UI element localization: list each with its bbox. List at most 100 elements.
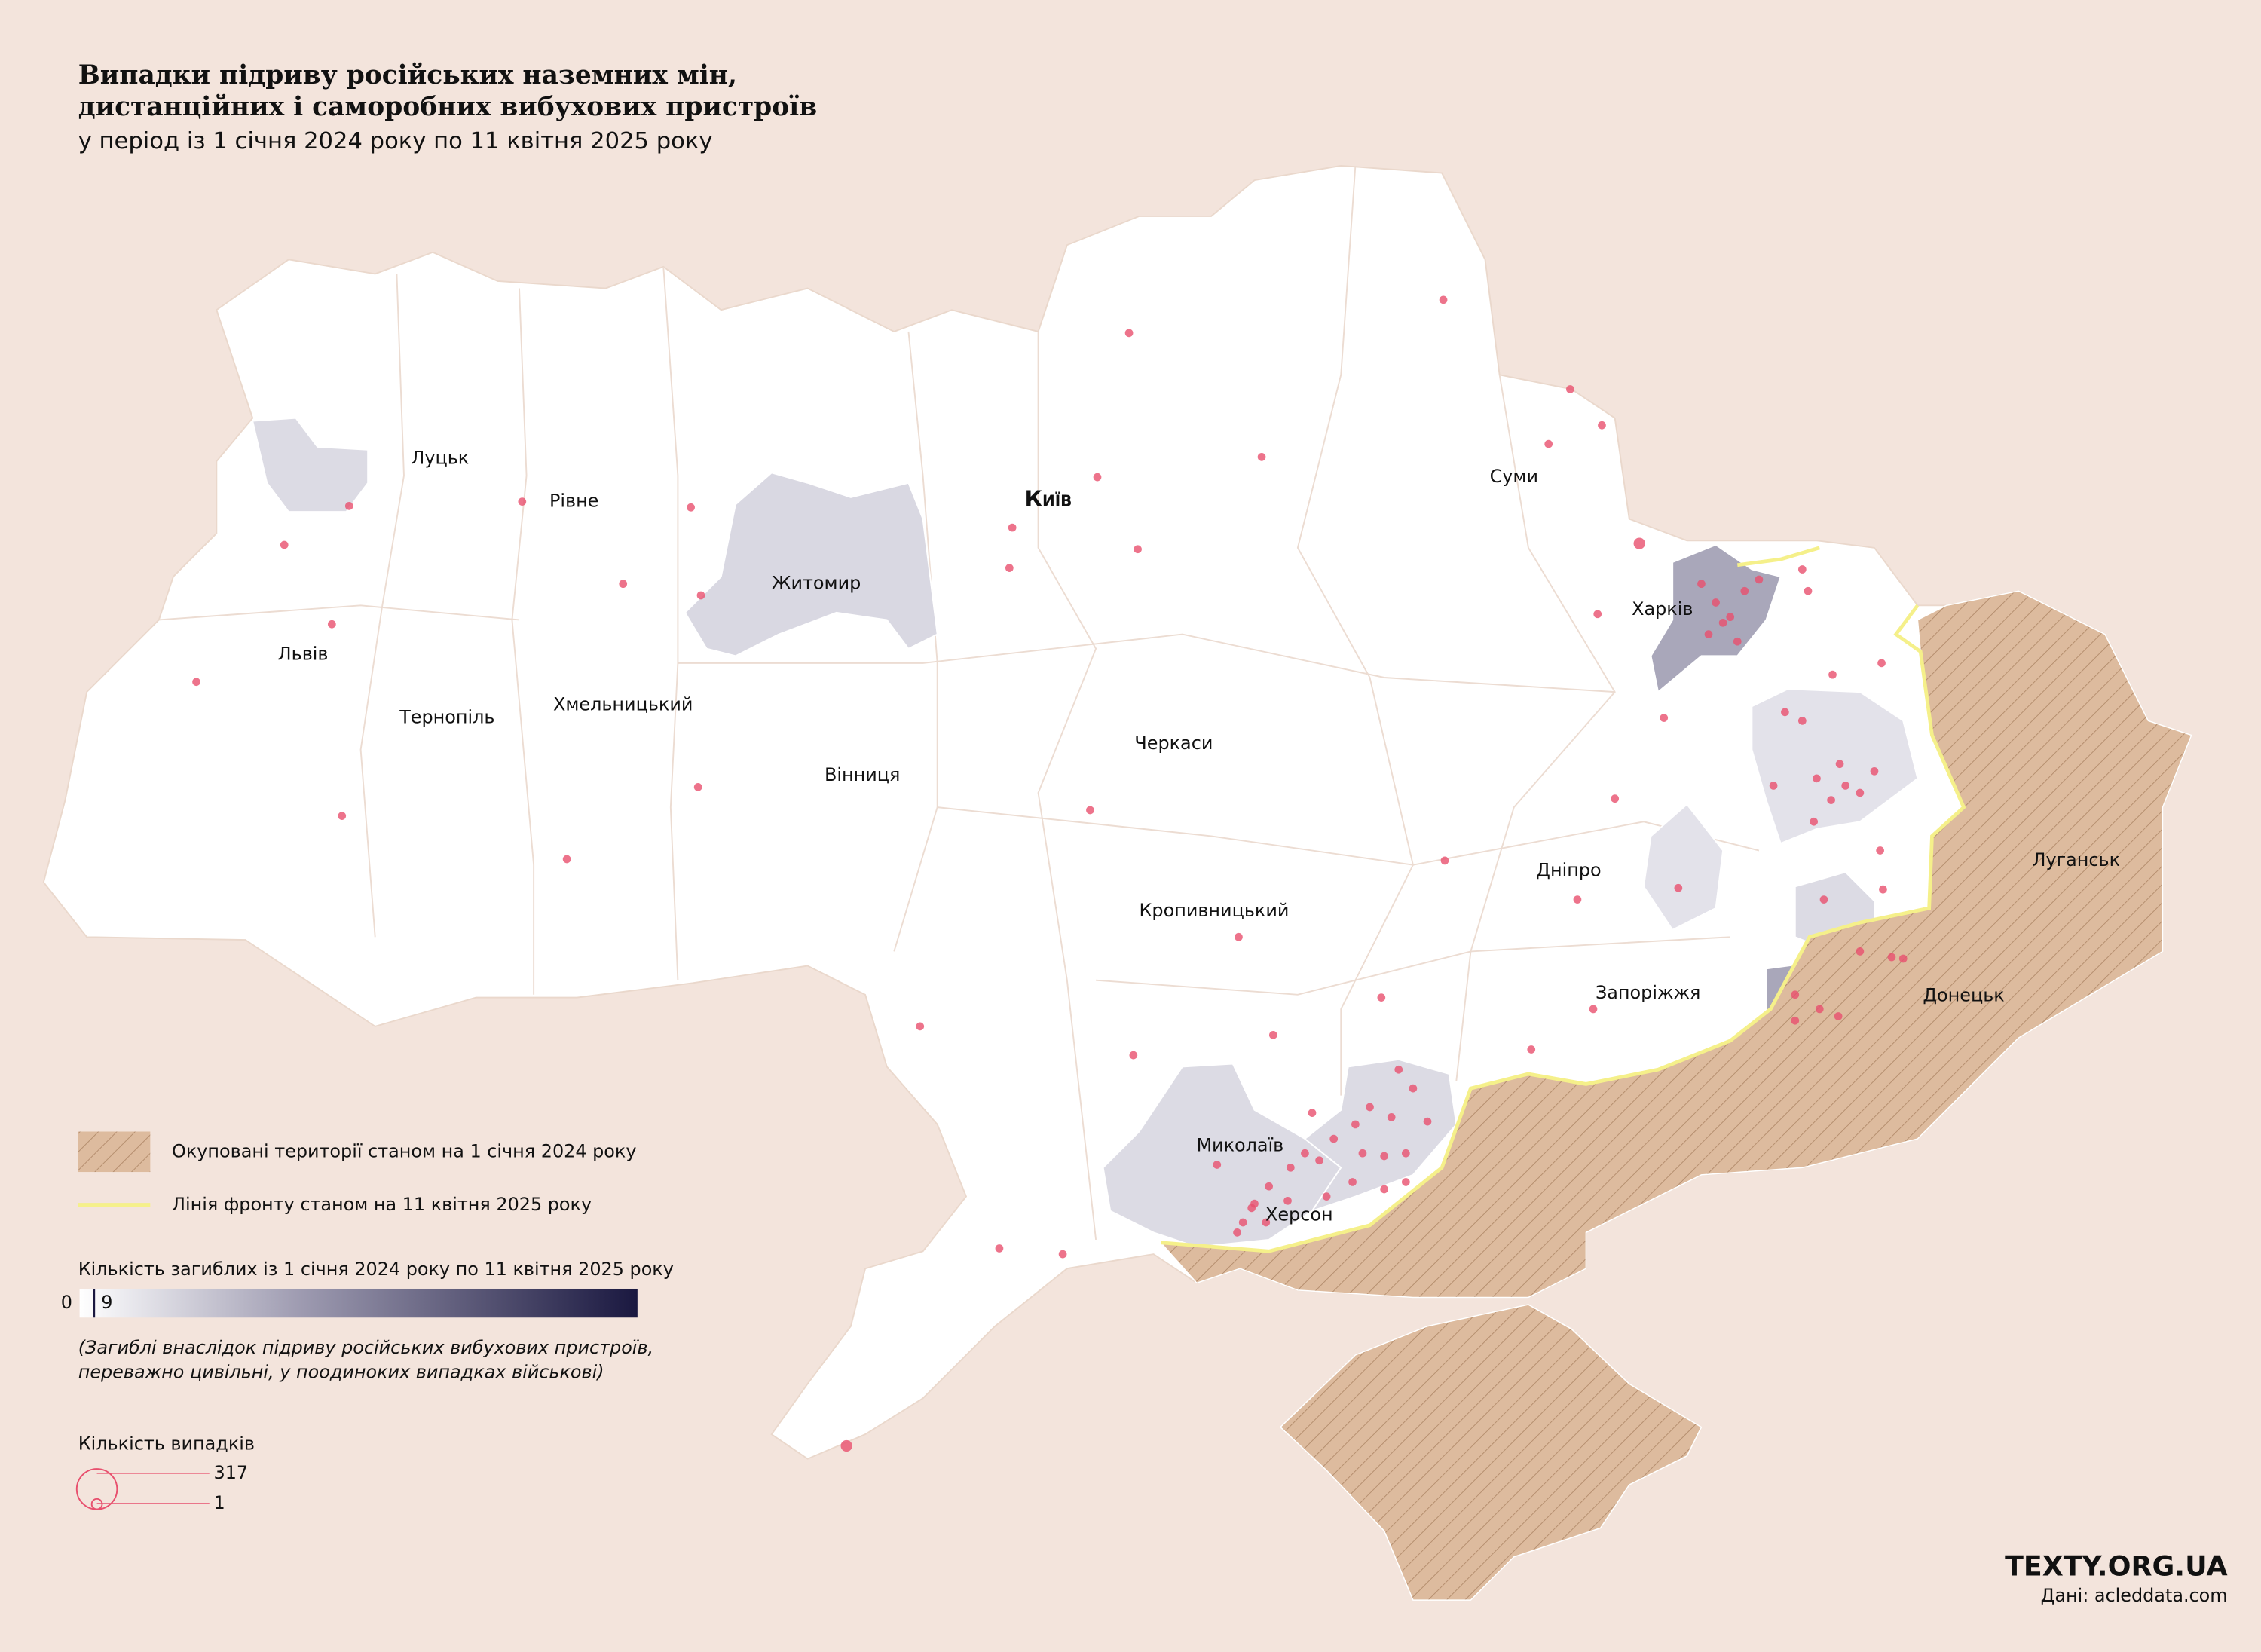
event-dot bbox=[1589, 1005, 1598, 1014]
size-label: 317 bbox=[213, 1462, 248, 1483]
city-label: Суми bbox=[1490, 466, 1538, 487]
city-label: Рівне bbox=[549, 491, 598, 512]
brand: TEXTY.ORG.UA bbox=[2005, 1550, 2227, 1583]
city-label: Запоріжжя bbox=[1596, 982, 1700, 1003]
event-dot bbox=[995, 1244, 1004, 1253]
event-dot bbox=[1358, 1149, 1367, 1158]
event-dot bbox=[1401, 1178, 1410, 1186]
event-dot bbox=[1351, 1120, 1360, 1129]
event-dot bbox=[1733, 637, 1742, 646]
event-dot bbox=[1856, 947, 1865, 956]
event-dot bbox=[1841, 782, 1850, 790]
event-dot bbox=[1593, 610, 1602, 619]
event-dot bbox=[840, 1439, 852, 1452]
city-label: Луцьк bbox=[411, 447, 469, 468]
legend-title: Кількість випадків bbox=[78, 1433, 255, 1455]
city-label: Хмельницький bbox=[553, 693, 693, 714]
event-dot bbox=[1086, 806, 1094, 815]
event-dot bbox=[1566, 385, 1574, 393]
event-dot bbox=[1301, 1149, 1309, 1158]
subtitle: у період із 1 січня 2024 року по 11 квіт… bbox=[78, 128, 713, 154]
event-dot bbox=[693, 783, 702, 791]
event-dot bbox=[1633, 537, 1645, 549]
event-dot bbox=[916, 1022, 925, 1031]
legend-label: Лінія фронту станом на 11 квітня 2025 ро… bbox=[172, 1194, 592, 1215]
source: Дані: acleddata.com bbox=[2041, 1585, 2228, 1606]
event-dot bbox=[1718, 618, 1727, 627]
event-dot bbox=[1401, 1149, 1410, 1158]
city-label: Луганськ bbox=[2032, 849, 2120, 870]
event-dot bbox=[1815, 1005, 1824, 1014]
city-label: Вінниця bbox=[825, 764, 900, 785]
oblast-borders bbox=[158, 165, 1760, 1241]
event-dot bbox=[344, 502, 353, 510]
event-dot bbox=[327, 620, 336, 629]
event-dot bbox=[696, 591, 705, 600]
event-dot bbox=[1704, 630, 1713, 638]
event-dot bbox=[1124, 329, 1134, 338]
crimea bbox=[1279, 1304, 1703, 1601]
event-dot bbox=[1423, 1117, 1432, 1126]
title-line: Випадки підриву російських наземних мін, bbox=[78, 60, 737, 90]
event-dot bbox=[1791, 1016, 1800, 1025]
event-dot bbox=[1093, 473, 1102, 482]
event-dot bbox=[1697, 580, 1706, 589]
city-label: Київ bbox=[1025, 486, 1072, 512]
event-dot bbox=[1377, 993, 1386, 1002]
event-dot bbox=[1440, 856, 1449, 865]
event-dot bbox=[1247, 1204, 1256, 1213]
event-dots bbox=[192, 295, 1908, 1452]
event-dot bbox=[1819, 895, 1828, 904]
color-bar bbox=[79, 1288, 638, 1318]
size-label: 1 bbox=[213, 1492, 225, 1513]
event-dot bbox=[192, 678, 200, 687]
event-dot bbox=[1380, 1152, 1388, 1161]
city-label: Харків bbox=[1632, 598, 1693, 620]
event-dot bbox=[1315, 1156, 1323, 1165]
city-label: Львів bbox=[278, 643, 329, 664]
event-dot bbox=[518, 497, 527, 506]
event-dot bbox=[1712, 598, 1720, 607]
event-dot bbox=[1238, 1218, 1247, 1227]
city-label: Херсон bbox=[1265, 1204, 1333, 1225]
event-dot bbox=[1213, 1161, 1222, 1169]
event-dot bbox=[1813, 774, 1821, 783]
event-dot bbox=[1856, 788, 1865, 797]
event-dot bbox=[1876, 846, 1884, 855]
title-line: дистанційних і саморобних вибухових прис… bbox=[78, 92, 817, 122]
event-dot bbox=[338, 812, 347, 820]
city-label: Черкаси bbox=[1134, 733, 1213, 754]
event-dot bbox=[1286, 1163, 1295, 1172]
event-dot bbox=[1804, 586, 1813, 595]
city-label: Донецьк bbox=[1923, 985, 2004, 1006]
event-dot bbox=[1265, 1182, 1273, 1191]
event-dot bbox=[1887, 953, 1896, 962]
event-dot bbox=[1598, 421, 1606, 430]
event-dot bbox=[1322, 1192, 1331, 1201]
event-dot bbox=[1283, 1196, 1292, 1205]
event-dot bbox=[1348, 1178, 1357, 1186]
event-dot bbox=[1791, 990, 1800, 999]
event-dot bbox=[1409, 1084, 1418, 1093]
event-dot bbox=[687, 503, 695, 512]
city-label: Миколаїв bbox=[1196, 1135, 1283, 1156]
event-dot bbox=[1134, 545, 1142, 554]
event-dot bbox=[1329, 1134, 1339, 1143]
event-dot bbox=[1797, 717, 1807, 725]
legend-note: (Загиблі внаслідок підриву російських ви… bbox=[78, 1337, 653, 1358]
front-line bbox=[1160, 546, 1966, 1253]
event-dot bbox=[1827, 796, 1835, 804]
event-dot bbox=[1129, 1051, 1138, 1060]
event-dot bbox=[562, 855, 571, 864]
event-dot bbox=[1269, 1030, 1277, 1039]
event-dot bbox=[1235, 932, 1243, 941]
city-label: Житомир bbox=[772, 573, 861, 594]
scale-label: 9 bbox=[101, 1292, 112, 1313]
event-dot bbox=[1769, 782, 1778, 790]
event-dot bbox=[1810, 817, 1818, 826]
event-dot bbox=[1835, 760, 1844, 769]
event-dot bbox=[1828, 670, 1837, 679]
legend-title: Кількість загиблих із 1 січня 2024 року … bbox=[78, 1259, 674, 1280]
